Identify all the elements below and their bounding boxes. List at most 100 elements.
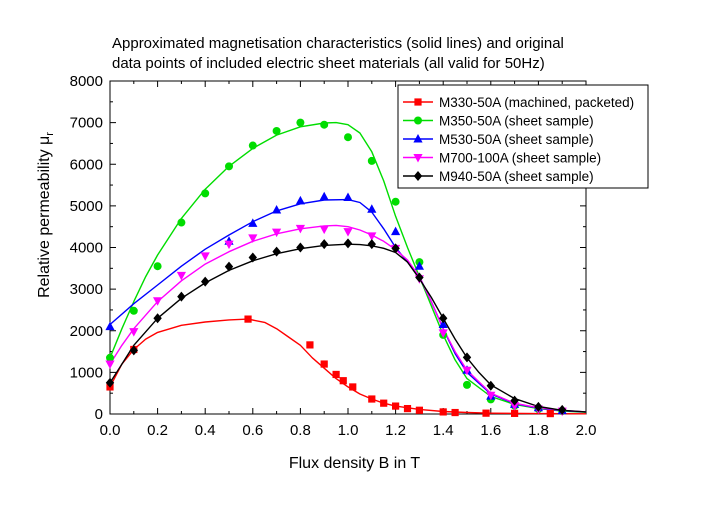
legend-label-2: M530-50A (sheet sample) <box>439 132 594 147</box>
x-tick-label: 0.6 <box>242 422 263 439</box>
data-point-1 <box>391 197 400 206</box>
x-tick-label: 1.0 <box>338 422 359 439</box>
x-tick-label: 1.8 <box>528 422 549 439</box>
y-tick-label: 4000 <box>70 240 103 257</box>
legend-marker-3 <box>413 154 423 163</box>
data-point-4 <box>296 242 305 253</box>
data-point-1 <box>296 118 305 127</box>
y-axis-label: Relative permeability μr <box>36 132 56 298</box>
legend-label-3: M700-100A (sheet sample) <box>439 151 601 166</box>
data-point-4 <box>248 252 257 263</box>
data-point-0 <box>368 395 376 403</box>
data-point-3 <box>510 402 520 411</box>
y-axis-label-text: Relative permeability μ <box>35 135 53 298</box>
data-point-2 <box>248 218 258 227</box>
data-point-4 <box>439 313 448 324</box>
series-line-4 <box>109 243 587 413</box>
data-point-4 <box>415 272 424 283</box>
data-point-0 <box>339 377 347 385</box>
data-point-3 <box>367 232 377 241</box>
data-point-1 <box>463 380 471 389</box>
y-tick-label: 7000 <box>70 115 103 132</box>
data-point-1 <box>225 162 233 171</box>
data-point-2 <box>414 261 424 270</box>
data-point-3 <box>105 360 115 370</box>
data-point-2 <box>105 321 115 331</box>
data-point-4 <box>391 243 400 254</box>
data-point-4 <box>177 291 186 302</box>
data-point-2 <box>272 205 282 214</box>
legend-marker-1 <box>414 116 422 125</box>
axis-ticks: 0.0 0.2 0.4 0.6 0.8 1.0 1.2 1.4 1.6 1.8 2.0 0 1000 20… <box>70 73 597 439</box>
series-line-2 <box>109 198 587 413</box>
data-point-0 <box>511 409 519 417</box>
data-point-3 <box>319 225 329 235</box>
legend-label-4: M940-50A (sheet sample) <box>439 169 594 184</box>
data-point-0 <box>451 408 459 417</box>
data-point-4 <box>510 395 519 406</box>
x-axis-label: Flux density B in T <box>288 455 421 472</box>
x-tick-label: 0.2 <box>147 422 168 439</box>
x-tick-label: 0.4 <box>195 422 216 439</box>
data-point-3 <box>272 228 282 238</box>
data-point-4 <box>343 238 353 249</box>
y-axis-label-subscript: r <box>44 132 57 136</box>
data-point-1 <box>153 262 162 271</box>
data-point-0 <box>392 402 400 410</box>
x-tick-label: 0.8 <box>290 422 311 439</box>
legend-marker-2 <box>413 134 423 143</box>
data-point-0 <box>306 341 314 349</box>
data-point-2 <box>391 226 401 236</box>
series-markers <box>105 118 567 418</box>
y-tick-label: 6000 <box>70 156 103 173</box>
legend-marker-0 <box>414 98 422 106</box>
data-point-4 <box>129 345 138 356</box>
data-point-3 <box>200 252 210 261</box>
y-tick-label: 8000 <box>70 73 103 90</box>
series-line-3 <box>109 224 587 413</box>
y-tick-label: 5000 <box>70 198 103 215</box>
series-line-0 <box>109 318 587 415</box>
data-point-2 <box>295 195 305 205</box>
data-point-4 <box>320 239 329 250</box>
data-point-3 <box>462 366 472 376</box>
data-point-1 <box>106 353 114 362</box>
data-point-4 <box>558 404 567 415</box>
y-tick-label: 2000 <box>70 323 103 340</box>
data-point-0 <box>380 399 388 407</box>
data-point-1 <box>367 156 376 165</box>
data-point-1 <box>201 189 210 198</box>
legend-box <box>397 84 649 189</box>
data-point-3 <box>438 329 448 338</box>
series-curves <box>109 121 587 415</box>
chart-title: Approximated magnetisation characteristi… <box>112 34 564 74</box>
y-tick-label: 3000 <box>70 281 103 298</box>
data-point-4 <box>367 239 376 250</box>
x-tick-label: 2.0 <box>576 422 597 439</box>
data-point-3 <box>153 297 163 306</box>
data-point-3 <box>343 228 353 237</box>
data-point-0 <box>320 360 328 368</box>
y-tick-label: 0 <box>95 406 103 423</box>
data-point-2 <box>367 204 377 213</box>
data-point-1 <box>177 218 186 227</box>
data-point-2 <box>343 192 353 202</box>
data-point-0 <box>349 383 357 391</box>
data-point-4 <box>462 352 472 363</box>
data-point-4 <box>105 377 115 388</box>
x-tick-label: 1.4 <box>433 422 454 439</box>
data-point-3 <box>224 240 234 250</box>
data-point-4 <box>486 380 495 391</box>
data-point-0 <box>482 409 490 417</box>
chart-title-line-1: Approximated magnetisation characteristi… <box>112 35 564 52</box>
data-point-1 <box>344 133 352 142</box>
data-point-3 <box>295 224 305 234</box>
data-point-1 <box>129 306 138 315</box>
chart-title-line-2: data points of included electric sheet m… <box>112 55 545 72</box>
data-point-3 <box>486 391 496 401</box>
x-tick-label: 1.6 <box>480 422 501 439</box>
data-point-0 <box>244 315 252 323</box>
data-point-4 <box>224 261 234 272</box>
data-point-0 <box>439 408 447 416</box>
